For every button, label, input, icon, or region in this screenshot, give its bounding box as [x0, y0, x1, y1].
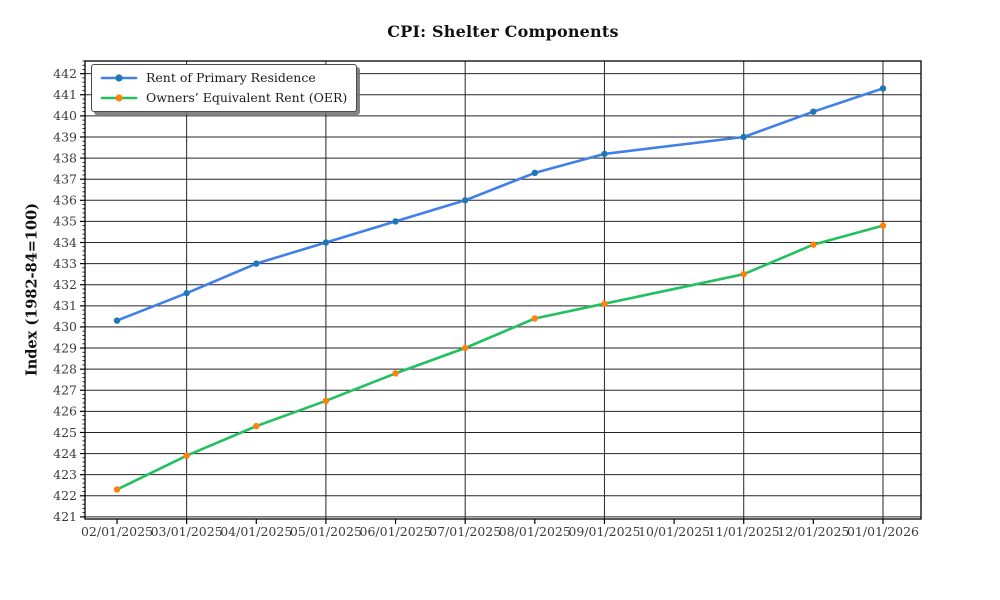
legend-label-oer: Owners’ Equivalent Rent (OER)	[146, 90, 348, 105]
svg-text:434: 434	[53, 235, 77, 250]
svg-text:03/01/2025: 03/01/2025	[151, 524, 223, 539]
svg-text:06/01/2025: 06/01/2025	[360, 524, 432, 539]
svg-text:428: 428	[53, 361, 77, 376]
legend-line-sample-oer-icon	[100, 93, 138, 102]
svg-text:04/01/2025: 04/01/2025	[220, 524, 292, 539]
legend-item-oer: Owners’ Equivalent Rent (OER)	[99, 88, 347, 107]
svg-text:09/01/2025: 09/01/2025	[568, 524, 640, 539]
svg-text:436: 436	[53, 193, 77, 208]
svg-text:12/01/2025: 12/01/2025	[777, 524, 849, 539]
legend-line-sample-rent-icon	[100, 73, 138, 82]
svg-text:421: 421	[53, 509, 77, 524]
svg-text:425: 425	[53, 425, 77, 440]
svg-text:11/01/2025: 11/01/2025	[708, 524, 780, 539]
svg-text:01/01/2026: 01/01/2026	[847, 524, 919, 539]
svg-text:423: 423	[53, 467, 77, 482]
svg-text:435: 435	[53, 214, 77, 229]
legend-label-rent: Rent of Primary Residence	[146, 70, 316, 85]
svg-text:431: 431	[53, 298, 77, 313]
svg-text:427: 427	[53, 383, 77, 398]
svg-text:433: 433	[53, 256, 77, 271]
svg-text:10/01/2025: 10/01/2025	[638, 524, 710, 539]
svg-text:424: 424	[53, 446, 77, 461]
svg-text:438: 438	[53, 150, 77, 165]
svg-text:441: 441	[53, 87, 77, 102]
chart-title: CPI: Shelter Components	[387, 22, 619, 41]
svg-text:440: 440	[53, 108, 77, 123]
svg-text:437: 437	[53, 171, 77, 186]
svg-text:439: 439	[53, 129, 77, 144]
svg-text:442: 442	[53, 66, 77, 81]
svg-text:426: 426	[53, 404, 77, 419]
svg-text:422: 422	[53, 488, 77, 503]
svg-text:07/01/2025: 07/01/2025	[429, 524, 501, 539]
svg-text:430: 430	[53, 319, 77, 334]
legend-item-rent: Rent of Primary Residence	[99, 68, 347, 87]
svg-text:02/01/2025: 02/01/2025	[81, 524, 153, 539]
svg-text:05/01/2025: 05/01/2025	[290, 524, 362, 539]
legend: Rent of Primary Residence Owners’ Equiva…	[91, 64, 358, 112]
svg-text:432: 432	[53, 277, 77, 292]
svg-text:08/01/2025: 08/01/2025	[499, 524, 571, 539]
svg-text:429: 429	[53, 340, 77, 355]
